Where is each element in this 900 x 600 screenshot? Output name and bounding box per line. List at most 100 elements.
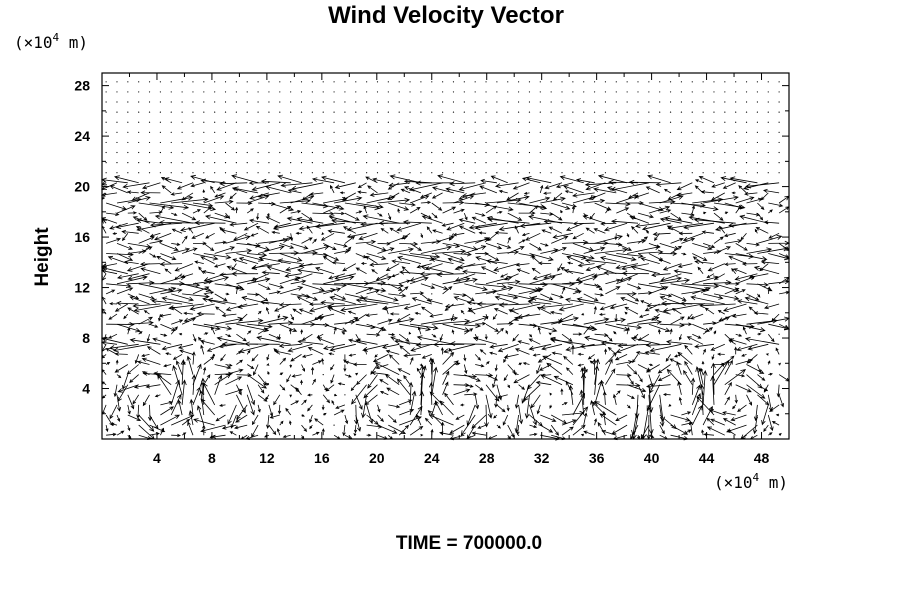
wind-vector-dot	[333, 162, 335, 164]
wind-vector-dot	[485, 151, 487, 154]
wind-vector-dot	[528, 121, 531, 123]
wind-vector-dot	[528, 162, 531, 164]
wind-vector-arrow	[309, 303, 335, 313]
wind-vector-arrow	[540, 281, 575, 287]
wind-vector-arrow	[171, 414, 195, 426]
wind-vector-arrow	[192, 209, 201, 214]
wind-vector-arrow	[257, 192, 280, 199]
wind-vector-arrow	[353, 425, 358, 434]
wind-vector-arrow	[731, 191, 736, 195]
wind-vector-dot	[355, 121, 357, 123]
wind-vector-arrow	[493, 308, 508, 315]
wind-vector-dot	[148, 172, 151, 174]
wind-vector-dot	[192, 111, 194, 113]
wind-vector-dot	[539, 111, 541, 113]
wind-vector-arrow	[138, 331, 143, 335]
wind-vector-arrow	[142, 182, 161, 190]
wind-vector-dot	[257, 141, 259, 144]
wind-vector-dot	[181, 121, 183, 123]
wind-vector-arrow	[548, 226, 563, 234]
wind-vector-arrow	[206, 343, 226, 352]
wind-vector-arrow	[142, 394, 150, 407]
wind-vector-arrow	[290, 321, 316, 327]
wind-vector-arrow	[549, 310, 563, 315]
wind-vector-dot	[366, 151, 368, 154]
wind-vector-arrow	[724, 239, 743, 244]
wind-vector-dot	[246, 151, 248, 154]
wind-vector-dot	[420, 81, 422, 83]
wind-vector-arrow	[593, 273, 606, 278]
wind-vector-arrow	[301, 333, 313, 341]
wind-vector-arrow	[170, 379, 181, 406]
wind-vector-arrow	[744, 191, 758, 196]
wind-vector-arrow	[513, 374, 530, 384]
wind-vector-arrow	[388, 182, 411, 188]
wind-vector-dot	[214, 111, 216, 113]
wind-vector-arrow	[678, 231, 693, 236]
wind-vector-dot	[583, 131, 585, 133]
wind-vector-arrow	[654, 233, 661, 242]
wind-vector-arrow	[551, 434, 567, 441]
wind-vector-arrow	[127, 414, 142, 421]
wind-vector-arrow	[272, 222, 302, 231]
wind-vector-arrow	[757, 364, 762, 374]
wind-vector-dot	[268, 81, 270, 83]
wind-vector-arrow	[485, 313, 489, 320]
wind-vector-arrow	[713, 362, 726, 367]
wind-vector-dot	[300, 81, 303, 83]
wind-vector-arrow	[158, 314, 162, 322]
wind-vector-dot	[268, 131, 270, 133]
wind-vector-dot	[691, 131, 693, 133]
wind-vector-arrow	[610, 182, 649, 192]
wind-vector-arrow	[551, 351, 563, 355]
wind-vector-arrow	[616, 243, 633, 251]
wind-vector-arrow	[665, 339, 693, 345]
wind-vector-dot	[224, 101, 227, 103]
wind-vector-arrow	[667, 222, 704, 231]
wind-vector-dot	[420, 141, 422, 144]
wind-vector-dot	[116, 101, 118, 103]
wind-vector-arrow	[246, 330, 252, 335]
wind-vector-arrow	[161, 296, 194, 305]
wind-vector-arrow	[746, 364, 765, 374]
wind-vector-dot	[539, 101, 541, 103]
wind-vector-dot	[463, 141, 465, 144]
wind-vector-arrow	[512, 182, 530, 190]
wind-vector-arrow	[646, 303, 671, 308]
y-axis-label: Height	[32, 227, 53, 287]
wind-vector-arrow	[160, 333, 168, 337]
wind-vector-dot	[637, 131, 639, 133]
wind-vector-arrow	[587, 354, 595, 360]
wind-vector-arrow	[431, 333, 437, 338]
wind-vector-arrow	[597, 174, 628, 184]
wind-vector-arrow	[171, 433, 181, 438]
wind-vector-arrow	[558, 313, 574, 322]
wind-vector-arrow	[285, 407, 292, 416]
wind-vector-arrow	[703, 321, 717, 326]
y-tick-label: 28	[74, 78, 90, 94]
wind-vector-arrow	[683, 369, 693, 385]
wind-vector-arrow	[490, 175, 508, 184]
wind-vector-arrow	[258, 237, 289, 244]
wind-vector-arrow	[566, 255, 584, 264]
wind-vector-arrow	[192, 323, 221, 331]
wind-vector-dot	[637, 91, 639, 93]
wind-vector-dot	[148, 121, 151, 123]
wind-vector-arrow	[229, 431, 237, 436]
wind-vector-dot	[431, 101, 433, 103]
wind-vector-arrow	[133, 303, 172, 313]
wind-vector-arrow	[138, 293, 156, 300]
wind-vector-arrow	[692, 323, 710, 332]
wind-vector-arrow	[268, 236, 293, 244]
x-tick-label: 20	[369, 450, 385, 466]
wind-vector-arrow	[558, 303, 584, 312]
wind-vector-arrow	[634, 192, 650, 199]
wind-vector-arrow	[247, 243, 271, 252]
wind-vector-dot	[290, 141, 292, 144]
wind-vector-dot	[235, 111, 237, 113]
wind-vector-arrow	[424, 417, 433, 426]
wind-vector-dot	[735, 101, 737, 103]
wind-vector-arrow	[512, 333, 519, 342]
wind-vector-arrow	[471, 216, 487, 224]
wind-vector-dot	[279, 131, 281, 133]
